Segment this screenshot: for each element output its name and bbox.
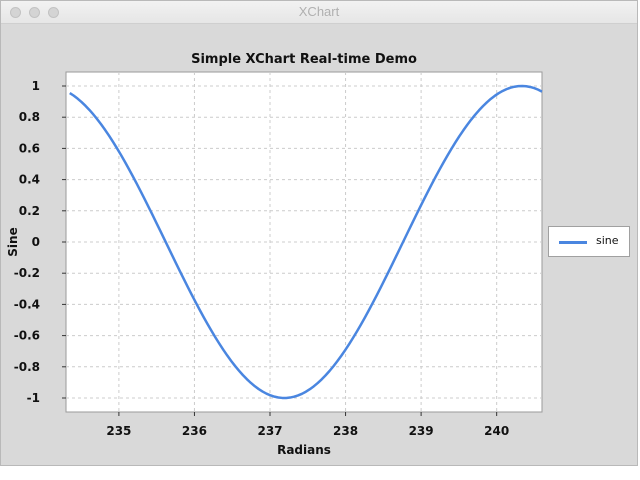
x-tick-label: 235 xyxy=(106,424,131,438)
y-tick-label: 0.6 xyxy=(19,141,40,155)
y-tick-label: 0.2 xyxy=(19,204,40,218)
y-tick-label: -0.8 xyxy=(14,360,40,374)
y-tick-label: 0.4 xyxy=(19,173,40,187)
x-tick-label: 240 xyxy=(484,424,509,438)
series-line-sine xyxy=(69,84,543,400)
chart-title: Simple XChart Real-time Demo xyxy=(191,52,417,67)
y-tick-label: -0.6 xyxy=(14,329,40,343)
y-tick-label: 1 xyxy=(32,79,40,93)
x-tick-label: 238 xyxy=(333,424,358,438)
legend-label-sine: sine xyxy=(596,234,619,247)
y-axis-title: Sine xyxy=(6,227,20,256)
y-tick-label: -1 xyxy=(27,391,40,405)
y-tick-label: 0 xyxy=(32,235,40,249)
y-tick-label: -0.4 xyxy=(14,297,40,311)
x-axis-title: Radians xyxy=(277,443,331,457)
x-tick-label: 237 xyxy=(257,424,282,438)
window-title: XChart xyxy=(298,4,340,19)
title-bar[interactable]: XChart xyxy=(1,1,637,24)
legend-line-sine xyxy=(559,241,587,244)
x-tick-label: 239 xyxy=(409,424,434,438)
minimize-window-button[interactable] xyxy=(29,7,40,18)
legend: sine xyxy=(548,226,630,257)
zoom-window-button[interactable] xyxy=(48,7,59,18)
y-tick-label: -0.2 xyxy=(14,266,40,280)
x-tick-label: 236 xyxy=(182,424,207,438)
y-tick-label: 0.8 xyxy=(19,110,40,124)
close-window-button[interactable] xyxy=(10,7,21,18)
